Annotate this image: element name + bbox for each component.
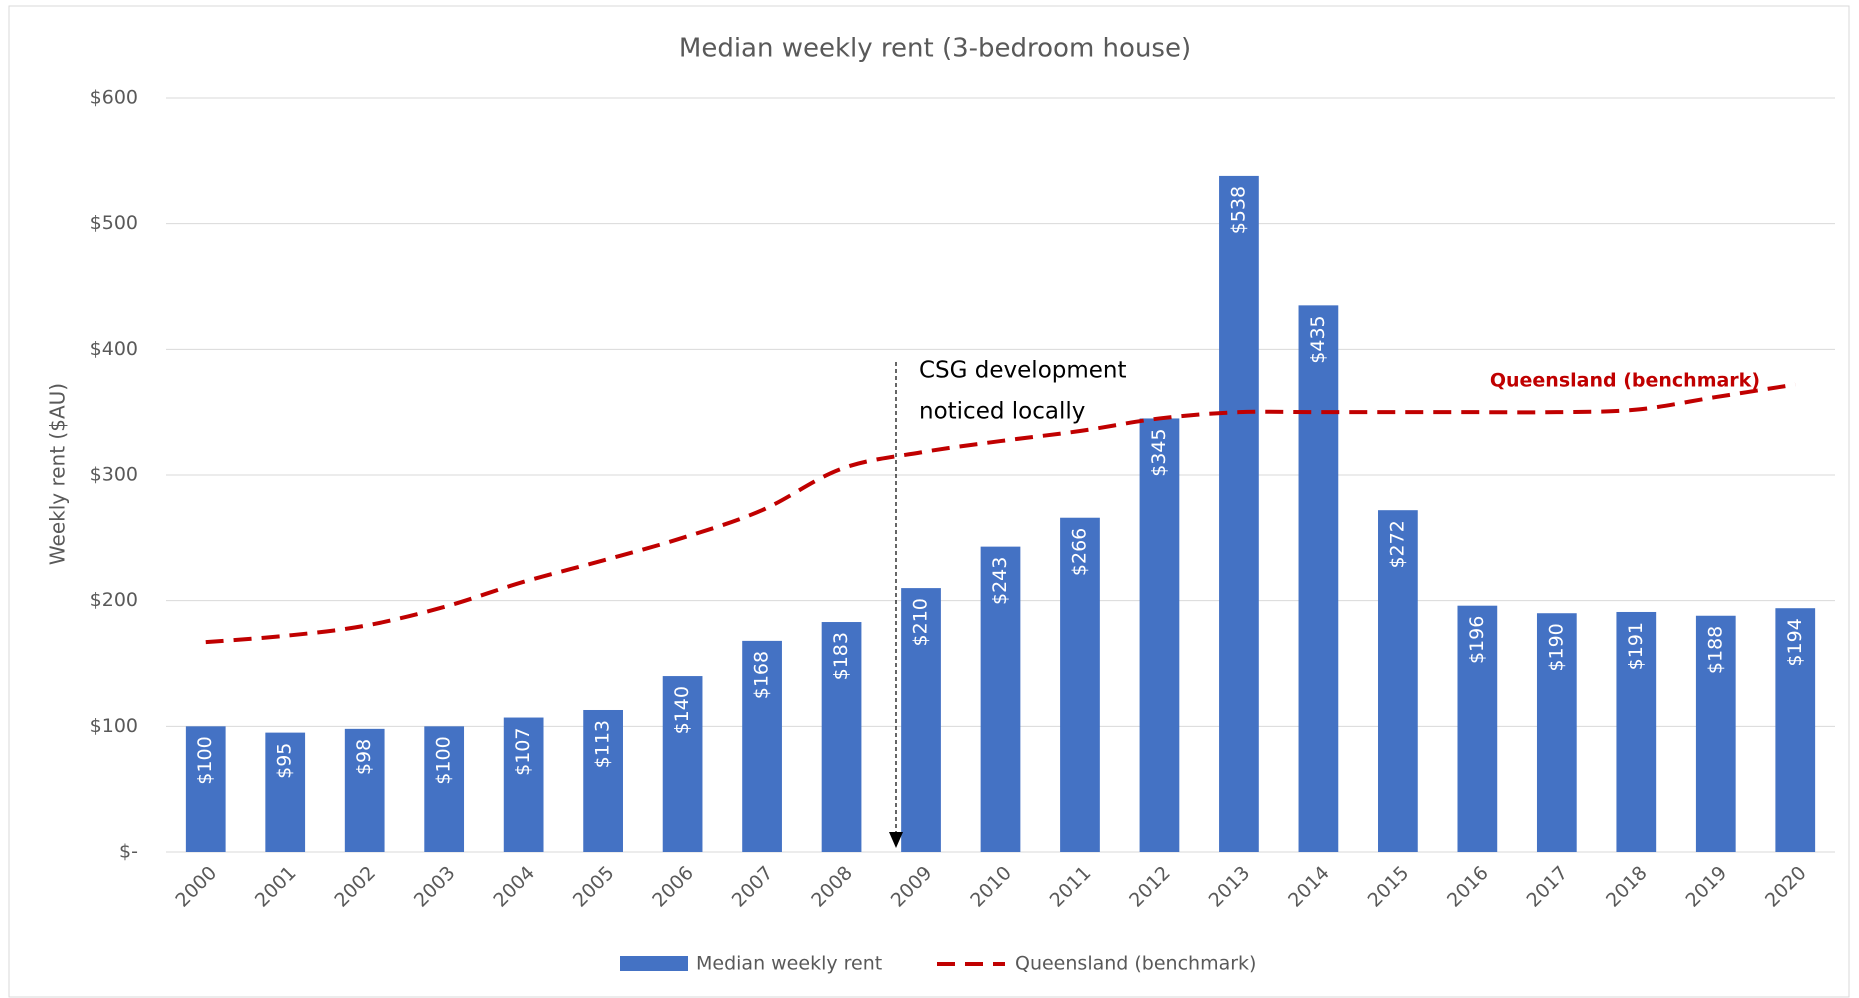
value-label: $196 bbox=[1466, 616, 1488, 664]
value-label: $113 bbox=[592, 720, 614, 768]
y-tick-label: $400 bbox=[90, 338, 138, 360]
bar bbox=[1536, 613, 1577, 852]
bar bbox=[901, 588, 941, 852]
bar bbox=[424, 726, 465, 852]
y-tick-label: $- bbox=[119, 841, 138, 863]
value-label: $191 bbox=[1625, 622, 1647, 670]
y-axis-label: Weekly rent ($AU) bbox=[46, 383, 70, 565]
value-label: $272 bbox=[1386, 520, 1408, 568]
legend-label: Median weekly rent bbox=[696, 953, 882, 975]
value-label: $168 bbox=[751, 651, 773, 699]
value-label: $266 bbox=[1068, 528, 1090, 576]
bar bbox=[1139, 418, 1180, 852]
bar bbox=[821, 622, 862, 852]
bar bbox=[1060, 517, 1100, 852]
value-label: $538 bbox=[1227, 186, 1249, 234]
value-label: $140 bbox=[671, 686, 693, 734]
bar bbox=[1219, 175, 1259, 852]
y-tick-label: $600 bbox=[90, 87, 138, 109]
value-label: $435 bbox=[1307, 315, 1329, 363]
bar bbox=[1457, 605, 1498, 852]
bar bbox=[1695, 615, 1736, 852]
value-label: $183 bbox=[830, 632, 852, 680]
bar bbox=[1775, 608, 1816, 852]
value-label: $100 bbox=[194, 736, 216, 784]
bar bbox=[662, 676, 703, 852]
y-tick-label: $200 bbox=[90, 589, 138, 611]
value-label: $100 bbox=[433, 736, 455, 784]
value-label: $190 bbox=[1545, 623, 1567, 671]
value-label: $194 bbox=[1784, 618, 1806, 666]
bar bbox=[265, 732, 306, 852]
legend-swatch bbox=[620, 956, 688, 971]
annotation: noticed locally bbox=[919, 399, 1085, 425]
value-label: $243 bbox=[989, 557, 1011, 605]
bar bbox=[344, 728, 385, 852]
y-tick-label: $100 bbox=[90, 715, 138, 737]
bar bbox=[980, 546, 1021, 852]
benchmark-line bbox=[205, 382, 1796, 645]
bar bbox=[1298, 305, 1339, 853]
value-label: $95 bbox=[274, 743, 296, 779]
line-label: Queensland (benchmark) bbox=[1490, 370, 1760, 392]
annotation: CSG development bbox=[919, 358, 1127, 384]
value-label: $210 bbox=[910, 598, 932, 646]
bar bbox=[185, 726, 226, 852]
value-label: $345 bbox=[1148, 428, 1170, 476]
y-tick-label: $500 bbox=[90, 212, 138, 234]
bar bbox=[1378, 510, 1418, 852]
bar bbox=[742, 640, 782, 852]
chart-title: Median weekly rent (3-bedroom house) bbox=[679, 34, 1191, 64]
value-label: $98 bbox=[353, 739, 375, 775]
bar bbox=[583, 709, 623, 852]
value-label: $188 bbox=[1704, 626, 1726, 674]
y-tick-label: $300 bbox=[90, 464, 138, 486]
bar bbox=[1616, 611, 1657, 852]
value-label: $107 bbox=[512, 728, 534, 776]
legend-label: Queensland (benchmark) bbox=[1015, 953, 1256, 975]
annotation-arrowhead bbox=[889, 832, 903, 848]
bar bbox=[503, 717, 544, 852]
